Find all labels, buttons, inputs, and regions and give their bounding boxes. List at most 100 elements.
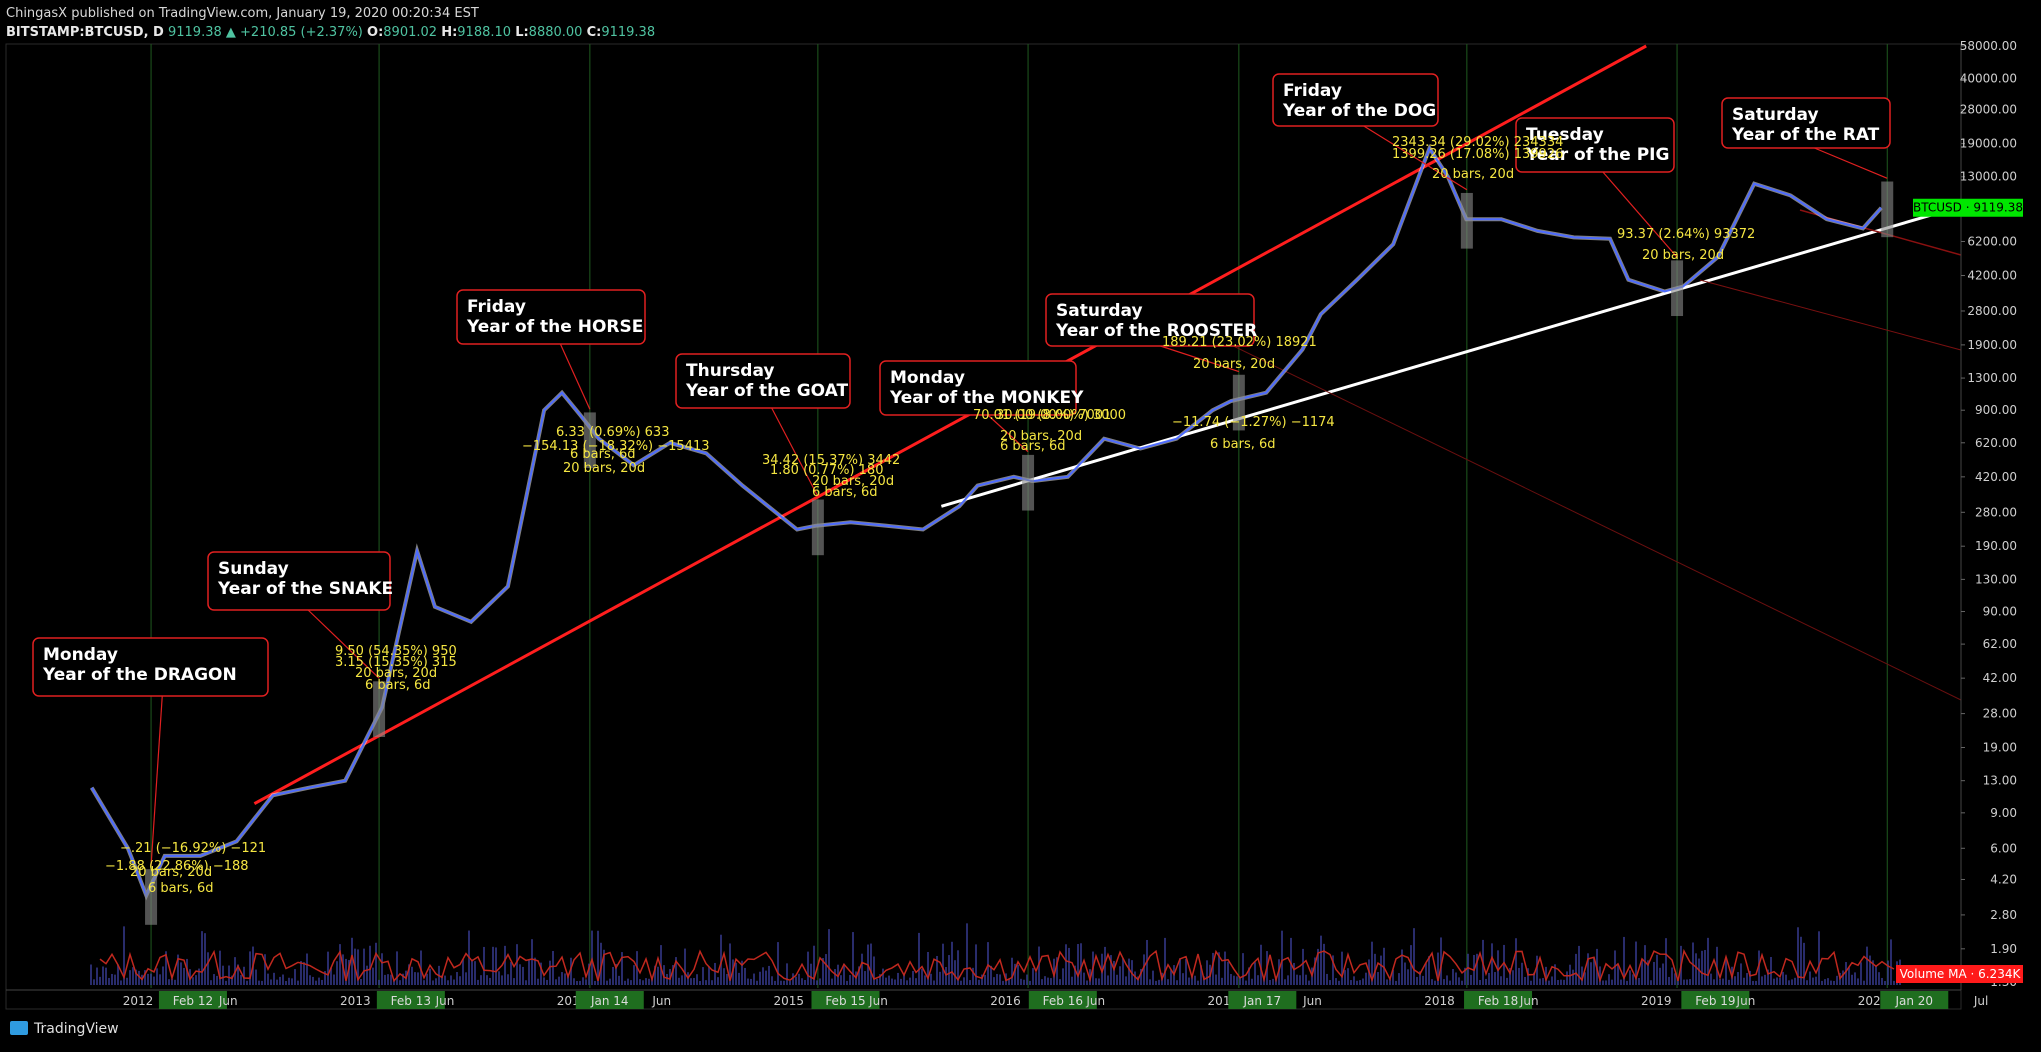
volume-bar: [384, 974, 386, 985]
volume-bar: [1794, 977, 1796, 985]
trend-lines: [253, 44, 1962, 805]
volume-bar: [1815, 976, 1817, 985]
volume-bar: [900, 978, 902, 985]
volume-bar: [870, 943, 872, 985]
volume-bar: [987, 942, 989, 985]
volume-bar: [801, 978, 803, 985]
volume-bar: [1716, 946, 1718, 985]
volume-bar: [1761, 976, 1763, 985]
volume-bar: [1353, 976, 1355, 985]
measure-marker: [1671, 260, 1684, 317]
volume-bar: [1584, 972, 1586, 985]
volume-bar: [1188, 977, 1190, 985]
volume-bar: [738, 972, 740, 985]
x-tick-label: Jun: [435, 994, 455, 1008]
low-value: 8880.00: [528, 25, 583, 40]
volume-bar: [1128, 958, 1130, 985]
x-tick-label: 2013: [340, 994, 371, 1008]
volume-bar: [711, 980, 713, 985]
volume-bar: [750, 978, 752, 985]
volume-bar: [288, 977, 290, 985]
volume-bar: [702, 967, 704, 985]
volume-bar: [555, 979, 557, 985]
callout-box: [879, 360, 1077, 416]
measure-label: 20 bars, 20d: [1642, 248, 1724, 263]
volume-bar: [1029, 980, 1031, 985]
volume-bar: [879, 974, 881, 985]
volume-bar: [1512, 970, 1514, 985]
volume-bar: [561, 972, 563, 985]
volume-ma-line: [99, 948, 1895, 983]
volume-bar: [1326, 973, 1328, 985]
volume-bar: [228, 965, 230, 985]
volume-bar: [1344, 970, 1346, 985]
volume-bar: [1290, 937, 1292, 985]
volume-bar: [1203, 976, 1205, 985]
volume-bar: [1332, 955, 1334, 985]
volume-bar: [1371, 941, 1373, 985]
measure-label: 20 bars, 20d: [130, 865, 212, 880]
volume-bar: [999, 974, 1001, 985]
y-tick-label: 28000.00: [1960, 103, 2017, 117]
volume-bar: [462, 959, 464, 985]
volume-bar: [1872, 960, 1874, 985]
callout-pointer: [1602, 171, 1678, 258]
volume-bar: [768, 965, 770, 985]
brand-label[interactable]: TradingView: [34, 1021, 119, 1037]
up-arrow-icon: ▲: [225, 25, 236, 40]
volume-bar: [267, 973, 269, 985]
projection-line: [1179, 319, 1962, 701]
callout-year: Year of the MONKEY: [889, 388, 1084, 408]
volume-bar: [144, 970, 146, 985]
volume-bar: [456, 972, 458, 985]
volume-bar: [1875, 965, 1877, 985]
volume-bar: [1395, 980, 1397, 985]
volume-bar: [1485, 978, 1487, 985]
volume-bar: [873, 956, 875, 985]
x-axis[interactable]: 2012 Feb 12 Jun 2013 Feb 13 Jun 2014 Jan 14 Jun 2…: [6, 989, 1988, 1009]
volume-bar: [1155, 980, 1157, 985]
volume-bar: [903, 973, 905, 985]
volume-bar: [447, 980, 449, 985]
volume-bar: [1296, 974, 1298, 985]
volume-bar: [510, 962, 512, 985]
volume-bar: [213, 974, 215, 985]
volume-bar: [1737, 972, 1739, 985]
volume-bar: [1299, 975, 1301, 985]
y-tick-label: 40000.00: [1960, 71, 2017, 85]
callout-day: Tuesday: [1526, 125, 1604, 145]
volume-bar: [1407, 969, 1409, 985]
x-date-badge: [1228, 991, 1297, 1009]
symbol-label[interactable]: BITSTAMP:BTCUSD, D: [6, 25, 164, 40]
volume-bar: [1824, 979, 1826, 985]
volume-bar: [408, 964, 410, 985]
volume-bar: [165, 951, 167, 985]
volume-bar: [1179, 958, 1181, 985]
volume-bar: [885, 977, 887, 985]
callout-pointer: [1363, 125, 1468, 191]
volume-bar: [1857, 978, 1859, 985]
volume-bar: [906, 980, 908, 985]
volume-bar: [735, 962, 737, 985]
volume-bar: [639, 979, 641, 985]
volume-bar: [1704, 949, 1706, 985]
support-line: [940, 212, 1936, 508]
volume-bar: [927, 951, 929, 985]
volume-bar: [1752, 980, 1754, 985]
callout-year: Year of the GOAT: [685, 381, 849, 401]
volume-bar: [402, 973, 404, 985]
volume-bar: [1566, 971, 1568, 985]
y-axis[interactable]: 58000.00 40000.00 28000.00 19000.00 13000.00…: [1960, 39, 2017, 990]
volume-bar: [393, 980, 395, 985]
measure-label: 30.00 (8.00%) 3000: [996, 408, 1126, 423]
callout-day: Monday: [890, 368, 965, 388]
volume-bar: [948, 955, 950, 985]
volume-bar: [495, 947, 497, 985]
measure-label: 3.15 (15.35%) 315: [335, 655, 457, 670]
volume-bar: [1200, 965, 1202, 985]
volume-bar: [1569, 964, 1571, 985]
volume-bar: [1035, 972, 1037, 985]
projection-line: [1699, 279, 1962, 351]
volume-bar: [1248, 967, 1250, 985]
